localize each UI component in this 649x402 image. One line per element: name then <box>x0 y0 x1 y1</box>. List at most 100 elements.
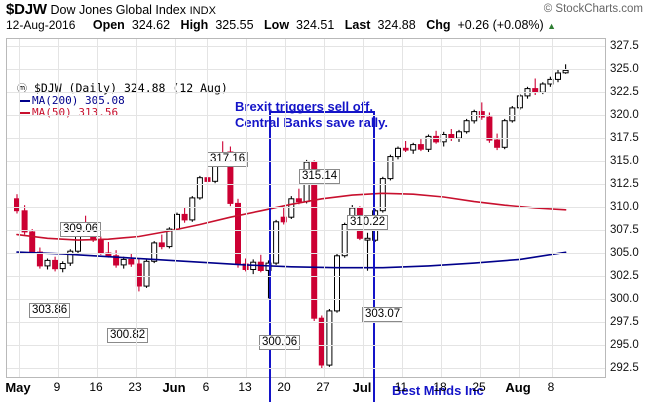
candle-body <box>478 111 485 118</box>
candle-body <box>44 259 51 267</box>
grid-line-vertical <box>441 39 442 377</box>
y-axis: 327.5 325.0 322.5 320.0 317.5 315.0 312.5 310.0… <box>608 38 649 378</box>
candle-body <box>143 260 150 287</box>
grid-line-vertical <box>246 39 247 377</box>
candle-body <box>128 258 135 265</box>
price-callout: 303.86 <box>29 303 71 318</box>
candle-body <box>135 263 142 287</box>
exchange-label: INDX <box>189 5 216 17</box>
candle-body <box>562 69 569 74</box>
y-axis-tick: 310.0 <box>610 201 639 214</box>
candle-body <box>36 251 43 267</box>
x-axis-tick: 6 <box>202 380 210 394</box>
x-axis-tick: 27 <box>316 380 330 394</box>
brexit-annotation-line2: Central Banks save rally. <box>235 115 388 130</box>
x-axis-tick: Aug <box>505 380 531 395</box>
candle-body <box>273 221 280 264</box>
x-axis: May 9 16 23 Jun 6 13 20 27 Jul 11 18 25 Aug 8 <box>5 380 606 400</box>
grid-line-horizontal <box>7 230 605 231</box>
legend-ma200-text: MA(200) 305.08 <box>32 94 125 107</box>
grid-line-vertical <box>97 39 98 377</box>
high-value: 325.55 <box>215 18 254 32</box>
quote-bar: 12-Aug-2016 Open 324.62 High 325.55 Low 324… <box>6 18 556 32</box>
chg-label: Chg <box>426 18 451 32</box>
grid-line-vertical <box>136 39 137 377</box>
price-plot-area: ⓜ $DJW (Daily) 324.88 (12 Aug) MA(200) 3… <box>6 38 606 402</box>
candle-body <box>387 156 394 180</box>
candle-body <box>364 237 371 241</box>
y-axis-tick: 312.5 <box>610 178 639 191</box>
candle-body <box>181 213 188 221</box>
grid-line-vertical <box>207 39 208 377</box>
candle-body <box>433 135 440 143</box>
legend-ma50-text: MA(50) 313.56 <box>32 106 119 119</box>
price-callout: 310.22 <box>347 215 389 230</box>
candle-body <box>21 210 28 233</box>
candle-body <box>151 242 158 262</box>
candle-body <box>395 147 401 158</box>
candle-body <box>402 147 409 151</box>
grid-line-horizontal <box>7 69 605 70</box>
ma50-line <box>16 192 567 241</box>
candle-body <box>97 239 104 254</box>
price-callout: 300.82 <box>107 328 149 343</box>
grid-line-horizontal <box>7 184 605 185</box>
candle-body <box>341 224 348 257</box>
grid-line-horizontal <box>7 276 605 277</box>
x-axis-tick: 11 <box>394 380 408 394</box>
x-axis-tick: 16 <box>89 380 103 394</box>
x-axis-tick: 8 <box>547 380 555 394</box>
candle-body <box>166 228 173 248</box>
price-callout: 309.06 <box>60 222 102 237</box>
grid-line-vertical <box>19 39 20 377</box>
y-axis-tick: 325.0 <box>610 63 639 76</box>
grid-line-vertical <box>402 39 403 377</box>
price-callout: 303.07 <box>362 307 404 322</box>
candle-body <box>67 250 74 264</box>
y-axis-tick: 320.0 <box>610 109 639 122</box>
up-arrow-icon: ▲ <box>547 21 557 31</box>
open-label: Open <box>92 18 125 32</box>
chart-title: $DJW Dow Jones Global Index INDX <box>6 1 216 18</box>
candle-body <box>235 202 241 265</box>
quote-date: 12-Aug-2016 <box>6 18 76 32</box>
candle-body <box>379 178 386 212</box>
candle-body <box>494 139 501 148</box>
candle-body <box>509 107 516 122</box>
x-axis-tick: May <box>5 380 31 395</box>
price-callout: 315.14 <box>299 169 341 184</box>
x-axis-tick: 13 <box>238 380 252 394</box>
ma50-swatch-icon <box>19 112 30 114</box>
candle-body <box>326 310 333 366</box>
y-axis-tick: 317.5 <box>610 132 639 145</box>
grid-line-horizontal <box>7 46 605 47</box>
candle-body <box>311 161 318 319</box>
low-label: Low <box>264 18 290 32</box>
x-axis-tick: 9 <box>53 380 61 394</box>
candle-body <box>555 72 561 80</box>
candle-body <box>52 259 59 270</box>
y-axis-tick: 302.5 <box>610 269 639 282</box>
candle-body <box>280 216 287 223</box>
x-axis-tick: Jun <box>162 380 186 395</box>
y-axis-tick: 297.5 <box>610 315 639 328</box>
grid-line-vertical <box>519 39 520 377</box>
x-axis-tick: 20 <box>277 380 291 394</box>
y-axis-tick: 307.5 <box>610 224 639 237</box>
candle-body <box>113 255 120 266</box>
stockcharts-attribution: © StockCharts.com <box>543 3 643 15</box>
candle-body <box>242 263 249 270</box>
grid-line-horizontal <box>7 299 605 300</box>
grid-line-horizontal <box>7 368 605 369</box>
y-axis-tick: 327.5 <box>610 40 639 53</box>
candle-body <box>158 242 165 248</box>
x-axis-tick: 18 <box>433 380 447 394</box>
grid-line-vertical <box>175 39 176 377</box>
legend-ma200: MA(200) 305.08 <box>19 94 125 107</box>
grid-line-horizontal <box>7 345 605 346</box>
grid-line-vertical <box>285 39 286 377</box>
y-axis-tick: 300.0 <box>610 292 639 305</box>
grid-line-vertical <box>480 39 481 377</box>
candle-body <box>120 258 127 266</box>
